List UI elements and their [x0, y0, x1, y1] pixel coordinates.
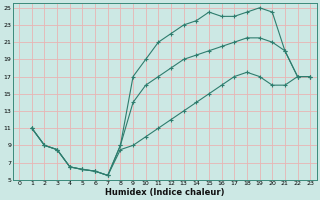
X-axis label: Humidex (Indice chaleur): Humidex (Indice chaleur) [105, 188, 224, 197]
